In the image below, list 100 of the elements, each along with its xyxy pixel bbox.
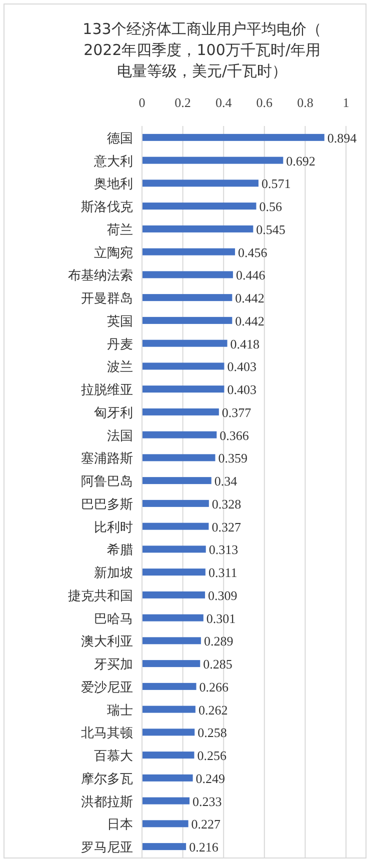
bar [142, 477, 212, 484]
data-label: 0.256 [197, 748, 227, 764]
data-label: 0.311 [208, 565, 238, 580]
data-label: 0.442 [235, 290, 264, 306]
bar [142, 454, 216, 462]
bar [142, 546, 206, 553]
bar [142, 180, 258, 187]
data-label: 0.227 [191, 816, 222, 832]
y-tick-label: 瑞士 [107, 703, 133, 718]
bar [142, 408, 219, 416]
x-tick-label: 0.2 [174, 95, 191, 110]
x-tick-label: 0.8 [297, 95, 314, 110]
bar [142, 752, 194, 759]
data-label: 0.377 [222, 404, 252, 420]
bar [142, 316, 232, 324]
y-tick-label: 罗马尼亚 [81, 840, 133, 856]
data-label: 0.309 [208, 588, 238, 603]
y-tick-label: 开曼群岛 [81, 292, 133, 307]
y-tick-label: 斯洛伐克 [81, 200, 133, 216]
bar [142, 202, 256, 210]
y-tick-label: 法国 [107, 428, 133, 444]
bar [142, 294, 232, 302]
data-label: 0.266 [199, 679, 230, 694]
data-label: 0.894 [327, 130, 358, 146]
data-label: 0.359 [218, 450, 248, 466]
y-tick-label: 奥地利 [94, 177, 133, 192]
data-label: 0.262 [198, 702, 228, 718]
bar [142, 843, 186, 850]
y-tick-label: 塞浦路斯 [81, 450, 133, 467]
bar [142, 156, 284, 164]
bar [142, 682, 196, 690]
y-tick-label: 立陶宛 [94, 244, 133, 261]
bar [142, 500, 209, 507]
chart-title: 133个经济体工商业用户平均电价（2022年四季度，100万千瓦时/年用电量等级，美元/千瓦时） [82, 20, 322, 80]
bar [142, 362, 224, 370]
bar [142, 614, 204, 622]
y-tick-label: 爱沙尼亚 [81, 680, 133, 696]
y-tick-label: 牙买加 [94, 658, 133, 673]
x-tick-label: 0 [138, 95, 146, 110]
data-label: 0.249 [196, 770, 226, 786]
y-tick-label: 德国 [107, 131, 133, 146]
y-tick-label: 澳大利亚 [81, 634, 133, 650]
data-label: 0.216 [189, 840, 219, 855]
y-tick-label: 巴哈马 [94, 612, 133, 627]
data-label: 0.403 [227, 359, 256, 374]
y-tick-label: 摩尔多瓦 [81, 772, 133, 787]
data-label: 0.301 [206, 610, 236, 626]
bar [142, 248, 236, 256]
data-label: 0.328 [212, 496, 242, 512]
bar [142, 522, 209, 530]
data-label: 0.34 [214, 474, 238, 489]
bar [142, 797, 190, 804]
data-label: 0.56 [259, 199, 282, 214]
bar [142, 637, 201, 644]
y-tick-label: 布基纳法索 [68, 268, 133, 284]
bar [142, 774, 193, 782]
data-label: 0.285 [203, 656, 232, 672]
y-tick-label: 丹麦 [107, 337, 133, 352]
y-tick-label: 百慕大 [94, 749, 133, 764]
data-label: 0.446 [236, 268, 266, 283]
data-label: 0.571 [261, 176, 291, 192]
bar [142, 706, 196, 713]
data-label: 0.403 [227, 382, 256, 398]
bar [142, 568, 206, 576]
data-label: 0.545 [256, 222, 286, 237]
y-tick-label: 英国 [107, 314, 133, 330]
data-label: 0.418 [230, 336, 260, 352]
bar [142, 660, 200, 668]
y-tick-label: 拉脱维亚 [81, 383, 133, 398]
bar [142, 271, 233, 278]
y-tick-label: 荷兰 [107, 222, 133, 238]
data-label: 0.327 [212, 519, 242, 534]
bar [142, 431, 217, 438]
bar [142, 728, 195, 736]
y-tick-label: 波兰 [107, 360, 133, 376]
x-tick-label: 0.4 [215, 95, 232, 110]
data-label: 0.233 [192, 794, 222, 809]
y-tick-label: 巴巴多斯 [81, 497, 133, 512]
data-label: 0.366 [220, 428, 250, 443]
data-label: 0.692 [286, 153, 316, 168]
y-tick-label: 日本 [107, 818, 133, 833]
x-tick-label: 0.6 [256, 95, 274, 110]
y-tick-label: 洪都拉斯 [81, 794, 133, 810]
bar [142, 134, 324, 141]
y-tick-label: 匈牙利 [94, 406, 133, 421]
y-tick-label: 希腊 [107, 543, 133, 558]
bar [142, 386, 224, 393]
y-tick-label: 意大利 [93, 154, 133, 170]
data-label: 0.456 [238, 244, 268, 260]
y-tick-label: 捷克共和国 [68, 588, 133, 604]
y-tick-label: 阿鲁巴岛 [81, 474, 133, 490]
y-tick-label: 新加坡 [94, 566, 133, 582]
bar [142, 225, 254, 232]
y-tick-label: 北马其顿 [81, 726, 133, 742]
bar [142, 820, 188, 828]
data-label: 0.313 [208, 542, 238, 558]
x-tick-label: 1 [342, 95, 350, 110]
data-label: 0.442 [235, 313, 264, 328]
y-tick-label: 比利时 [94, 520, 133, 536]
bar [142, 591, 206, 598]
